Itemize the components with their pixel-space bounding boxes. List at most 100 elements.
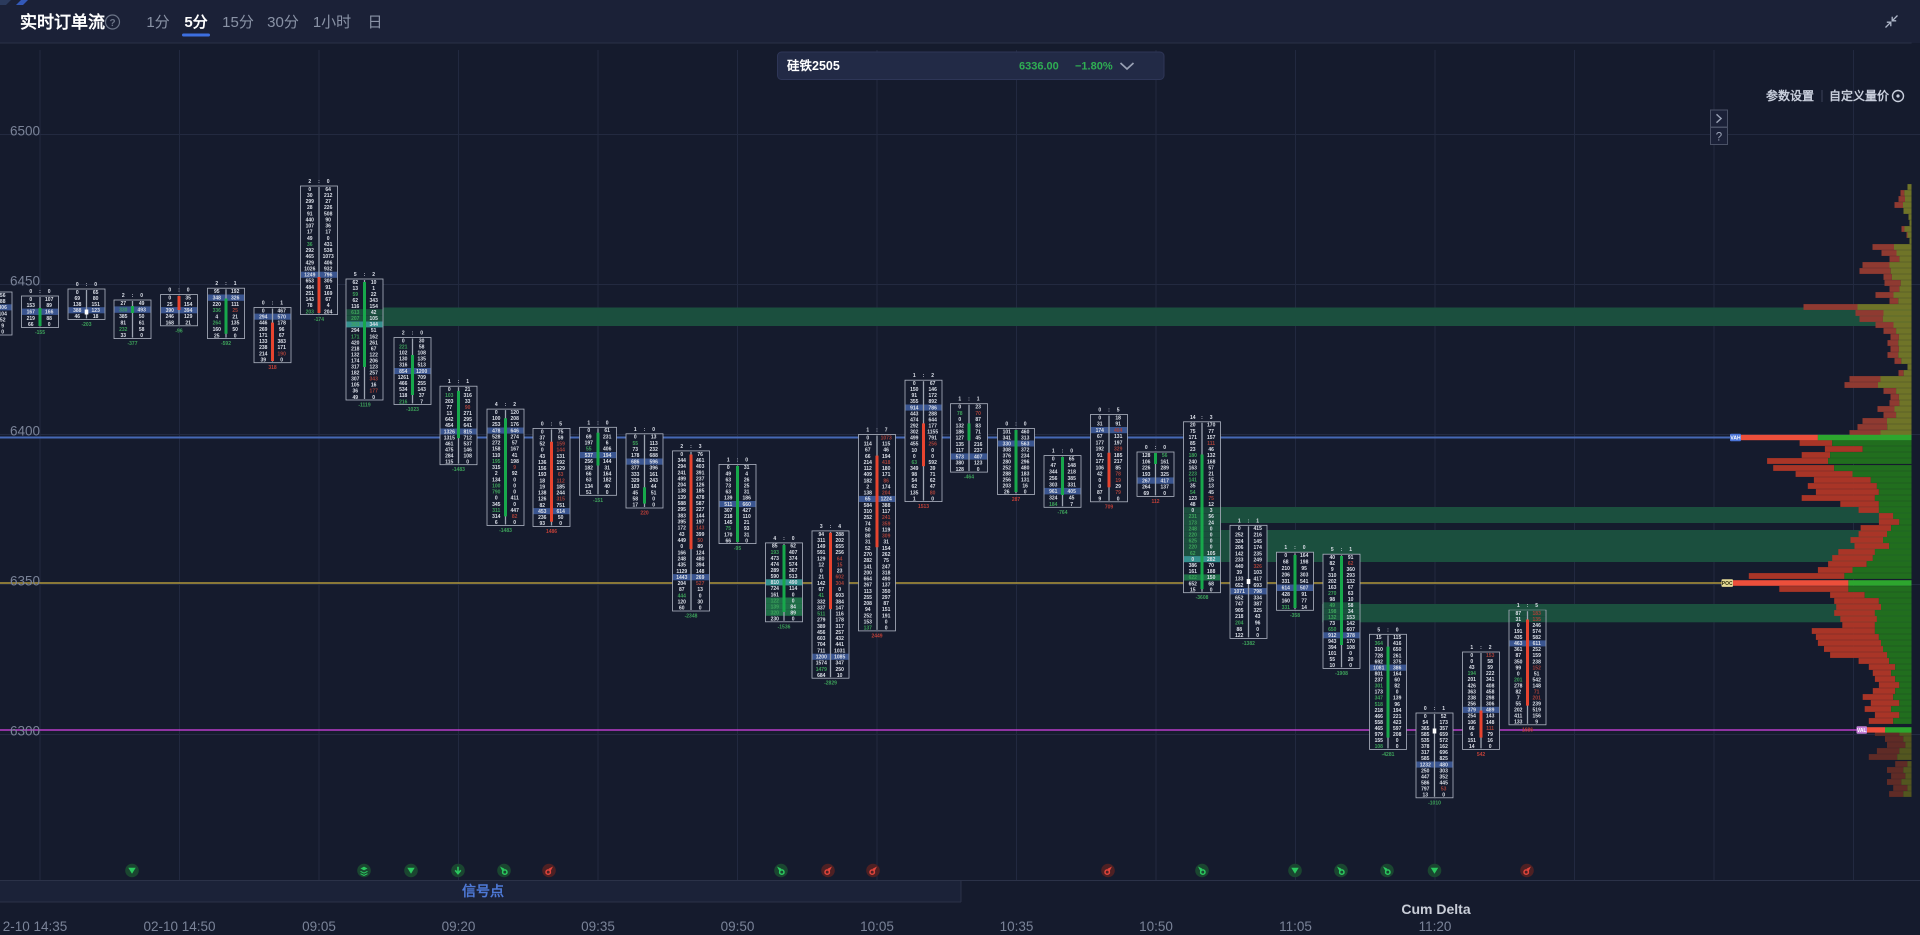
svg-text:254: 254 [1468, 714, 1477, 720]
svg-text:724: 724 [771, 586, 780, 592]
svg-text::: : [876, 428, 878, 434]
svg-text:1479: 1479 [816, 667, 827, 673]
svg-text:126: 126 [696, 483, 705, 489]
svg-text:21: 21 [1208, 472, 1214, 478]
svg-text:407: 407 [974, 454, 983, 460]
svg-text:417: 417 [1161, 478, 1170, 484]
svg-text:159: 159 [557, 442, 566, 448]
svg-text::: : [690, 444, 692, 450]
svg-text:69: 69 [586, 434, 592, 440]
svg-text:71: 71 [930, 472, 936, 478]
svg-text:87: 87 [1516, 653, 1522, 659]
svg-text:151: 151 [92, 302, 101, 308]
svg-text:190: 190 [278, 351, 287, 357]
svg-text:-1119: -1119 [358, 403, 370, 409]
svg-text:0: 0 [745, 538, 748, 544]
svg-text:171: 171 [351, 334, 360, 340]
svg-text:91: 91 [307, 211, 313, 217]
svg-text:0: 0 [1396, 627, 1399, 633]
svg-text:704: 704 [817, 642, 826, 648]
svg-text:122: 122 [1235, 633, 1244, 639]
svg-text:294: 294 [259, 315, 268, 321]
svg-text:466: 466 [1375, 714, 1384, 720]
svg-text:1073: 1073 [323, 254, 334, 260]
svg-text:478: 478 [696, 495, 705, 501]
svg-text:55: 55 [586, 447, 592, 453]
svg-text:250: 250 [1421, 768, 1430, 774]
svg-text:688: 688 [650, 453, 659, 459]
svg-text:66: 66 [28, 322, 34, 328]
svg-text:185: 185 [696, 489, 705, 495]
svg-text:431: 431 [324, 242, 333, 248]
svg-text:170: 170 [724, 532, 733, 538]
svg-text:51: 51 [586, 490, 592, 496]
svg-text:227: 227 [696, 507, 705, 513]
svg-text:343: 343 [370, 377, 379, 383]
svg-text:405: 405 [1068, 489, 1077, 495]
svg-text:56: 56 [1208, 514, 1214, 520]
svg-text:21: 21 [185, 321, 191, 327]
svg-text:37: 37 [419, 393, 425, 399]
svg-text:511: 511 [724, 502, 732, 508]
svg-text:252: 252 [1533, 647, 1542, 653]
svg-text:75: 75 [726, 526, 732, 532]
svg-text:747: 747 [1235, 602, 1244, 608]
svg-text:57: 57 [1208, 465, 1214, 471]
svg-text:82: 82 [512, 514, 518, 520]
svg-text:197: 197 [585, 441, 594, 447]
svg-text:134: 134 [585, 484, 594, 490]
svg-text:0: 0 [1024, 489, 1027, 495]
svg-text:310: 310 [1328, 573, 1337, 579]
svg-text:652: 652 [1235, 595, 1244, 601]
svg-text:75: 75 [1190, 429, 1196, 435]
svg-text:174: 174 [1096, 428, 1105, 434]
svg-text:77: 77 [1208, 429, 1214, 435]
svg-text:194: 194 [1468, 671, 1477, 677]
svg-text:36: 36 [325, 224, 331, 230]
svg-text:45: 45 [1208, 490, 1214, 496]
svg-text:0: 0 [838, 587, 841, 593]
svg-text:85: 85 [1190, 441, 1196, 447]
svg-text:408: 408 [1486, 683, 1495, 689]
svg-text:0: 0 [634, 435, 637, 441]
svg-text:352: 352 [1440, 774, 1449, 780]
svg-text:232: 232 [119, 327, 128, 333]
svg-text:1: 1 [958, 397, 961, 403]
svg-text:0: 0 [1098, 408, 1101, 414]
svg-text:67: 67 [1348, 585, 1354, 591]
svg-text:10: 10 [1348, 597, 1354, 603]
svg-text:75: 75 [1208, 496, 1214, 502]
svg-text:385: 385 [119, 314, 128, 320]
svg-text:122: 122 [771, 598, 780, 604]
svg-text:100: 100 [492, 416, 501, 422]
svg-text:4: 4 [327, 303, 330, 309]
svg-text:128: 128 [956, 467, 965, 473]
svg-text:182: 182 [603, 478, 612, 484]
svg-text:11:05: 11:05 [1279, 919, 1312, 934]
svg-text:11:20: 11:20 [1419, 919, 1452, 934]
svg-text:-3608: -3608 [1196, 595, 1209, 601]
svg-text:161: 161 [1161, 459, 1170, 465]
svg-text:55: 55 [633, 441, 639, 447]
svg-text:257: 257 [836, 630, 845, 636]
svg-text:892: 892 [929, 399, 938, 405]
svg-text:158: 158 [492, 447, 501, 453]
svg-text:96: 96 [279, 327, 285, 333]
svg-text:122: 122 [370, 352, 379, 358]
svg-text:246: 246 [1533, 623, 1542, 629]
svg-text:407: 407 [789, 550, 798, 556]
svg-text:33: 33 [465, 399, 471, 405]
svg-text:143: 143 [306, 297, 315, 303]
svg-text:264: 264 [1142, 485, 1151, 491]
svg-text:-1382: -1382 [1242, 641, 1255, 647]
svg-text:250: 250 [836, 667, 845, 673]
svg-text:455: 455 [910, 442, 919, 448]
svg-text:588: 588 [678, 501, 687, 507]
svg-text:341: 341 [1486, 677, 1495, 683]
svg-text:79: 79 [1115, 490, 1121, 496]
svg-text:?: ? [109, 18, 115, 29]
svg-text:192: 192 [231, 289, 240, 295]
svg-text:67: 67 [371, 346, 377, 352]
svg-text:164: 164 [603, 472, 612, 478]
svg-text:144: 144 [603, 459, 612, 465]
